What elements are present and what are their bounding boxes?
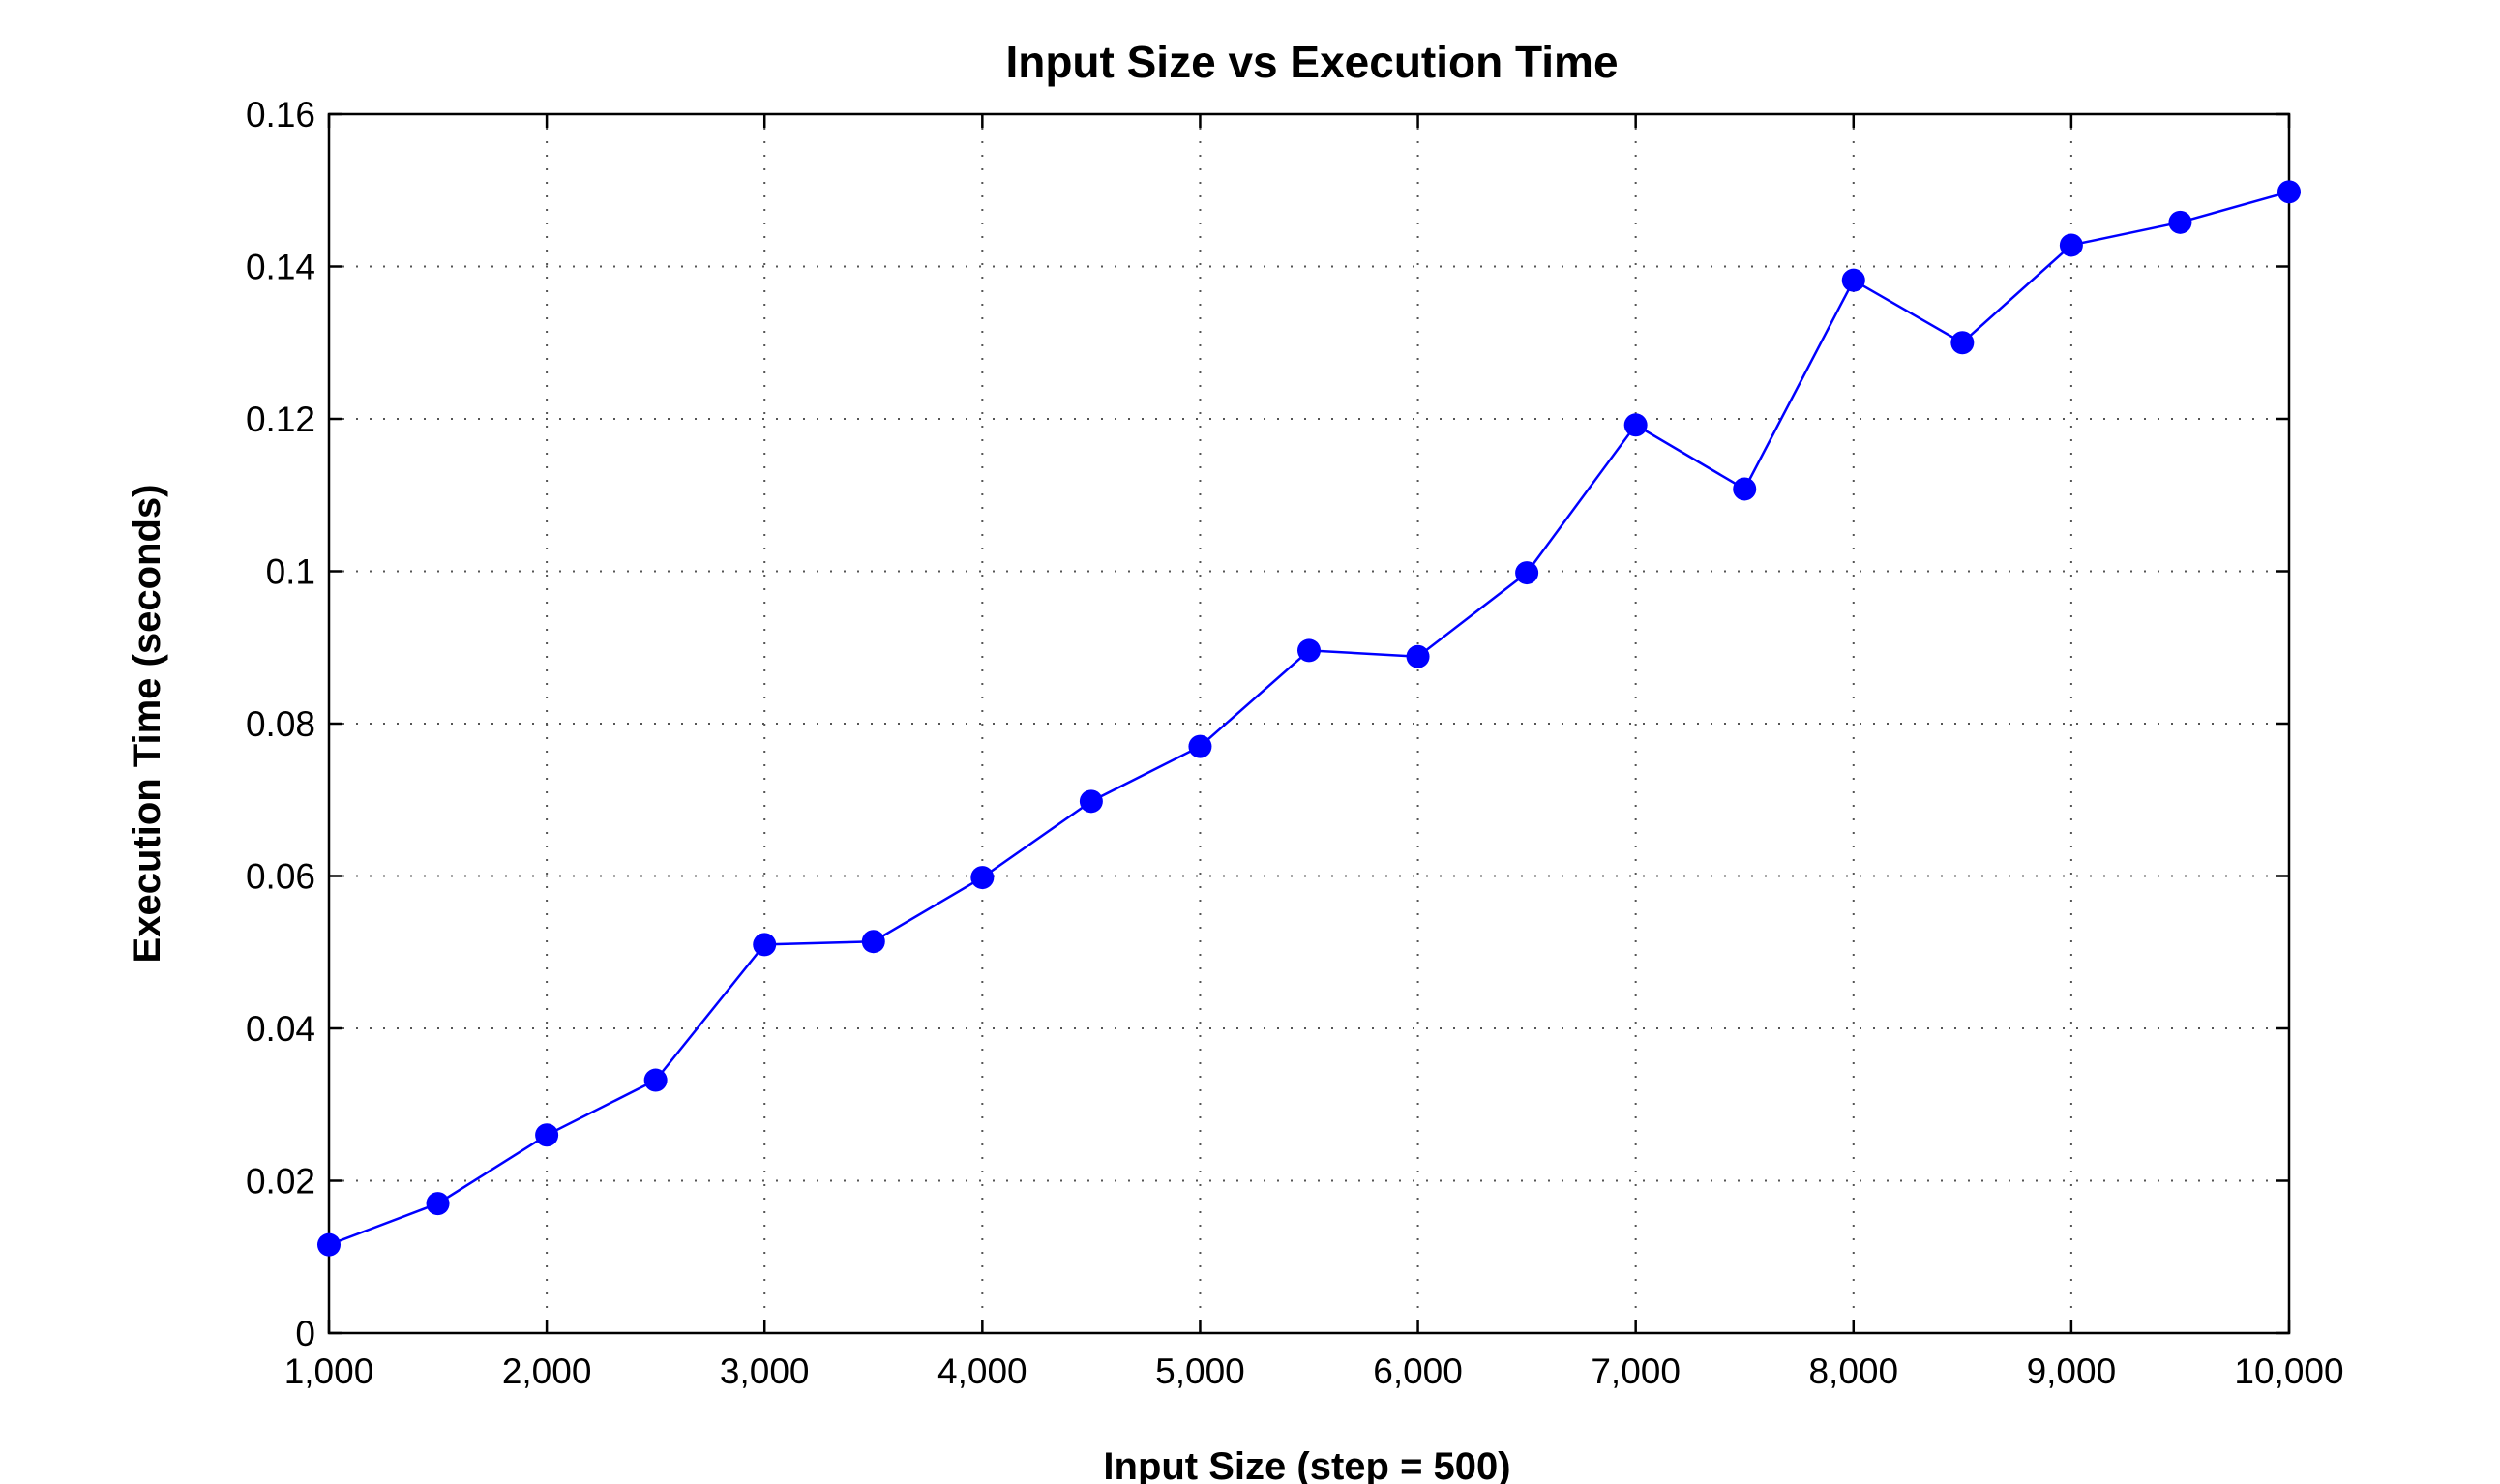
data-point xyxy=(2168,210,2192,234)
data-point xyxy=(861,930,885,954)
x-tick-label: 8,000 xyxy=(1808,1351,1898,1391)
x-tick-label: 2,000 xyxy=(502,1351,592,1391)
data-point xyxy=(1406,644,1430,668)
y-axis-label: Execution Time (seconds) xyxy=(126,485,168,964)
grid-lines xyxy=(329,114,2289,1333)
y-tick-label: 0.1 xyxy=(266,552,315,592)
y-tick-label: 0 xyxy=(295,1314,315,1353)
data-point xyxy=(2277,180,2301,204)
x-tick-label: 7,000 xyxy=(1591,1351,1681,1391)
x-tick-label: 4,000 xyxy=(938,1351,1027,1391)
data-point xyxy=(1950,331,1975,355)
x-tick-label: 5,000 xyxy=(1155,1351,1245,1391)
x-tick-label: 3,000 xyxy=(720,1351,810,1391)
data-point xyxy=(2059,233,2083,257)
x-axis-label: Input Size (step = 500) xyxy=(1103,1445,1510,1484)
data-point xyxy=(1733,477,1757,501)
data-point xyxy=(970,866,995,890)
y-tick-label: 0.06 xyxy=(246,857,315,897)
y-tick-label: 0.02 xyxy=(246,1162,315,1202)
data-point xyxy=(1623,413,1648,437)
data-point xyxy=(1297,638,1321,663)
x-tick-label: 10,000 xyxy=(2234,1351,2343,1391)
x-tick-label: 1,000 xyxy=(284,1351,374,1391)
x-tick-label: 6,000 xyxy=(1373,1351,1463,1391)
y-tick-label: 0.12 xyxy=(246,400,315,439)
data-point xyxy=(1841,268,1865,292)
y-tick-label: 0.16 xyxy=(246,95,315,134)
data-point xyxy=(1188,734,1212,758)
y-tick-label: 0.14 xyxy=(246,248,315,287)
series-execution-time xyxy=(317,180,2301,1257)
chart-title: Input Size vs Execution Time xyxy=(1005,37,1618,87)
data-point xyxy=(753,933,777,957)
y-tick-label: 0.08 xyxy=(246,704,315,744)
y-tick-label: 0.04 xyxy=(246,1009,315,1049)
data-point xyxy=(426,1192,450,1216)
y-axis-tick-labels: 0 0.02 0.04 0.06 0.08 0.1 0.12 0.14 0.16 xyxy=(246,95,315,1353)
x-axis-tick-labels: 1,000 2,000 3,000 4,000 5,000 6,000 7,000 8,000… xyxy=(284,1351,2344,1391)
data-point xyxy=(535,1123,559,1147)
data-point xyxy=(317,1232,341,1257)
data-point xyxy=(1515,561,1539,585)
axis-ticks xyxy=(327,112,2291,1335)
data-point xyxy=(643,1068,668,1092)
x-tick-label: 9,000 xyxy=(2027,1351,2117,1391)
data-point xyxy=(1079,789,1103,814)
